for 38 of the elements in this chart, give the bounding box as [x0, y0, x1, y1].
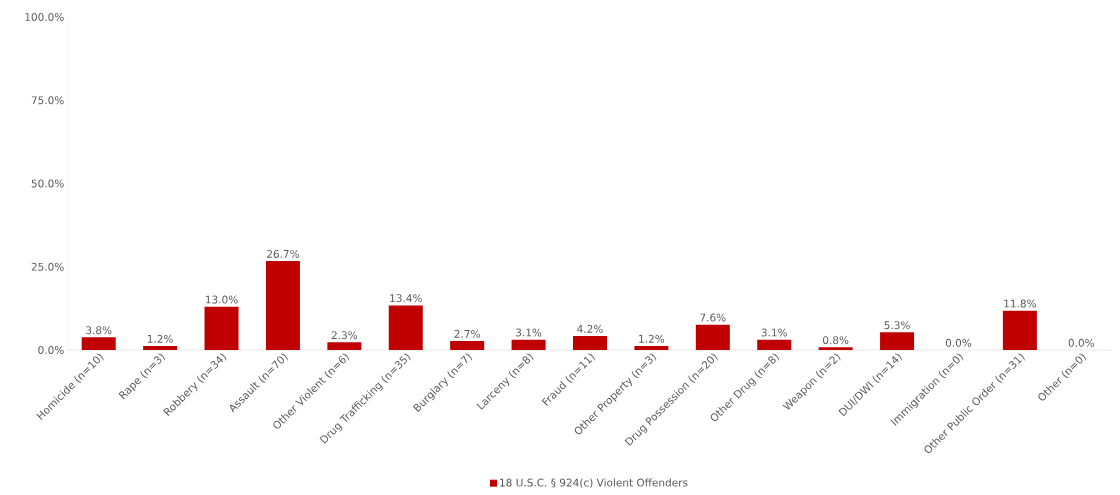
data-label: 7.6% [700, 313, 726, 322]
data-label: 1.2% [639, 334, 665, 343]
data-label: 0.0% [945, 338, 972, 347]
bar [327, 342, 362, 350]
data-label: 0.0% [1068, 338, 1095, 347]
data-label: 13.4% [390, 294, 422, 303]
data-label: 1.2% [147, 334, 173, 343]
data-label: 2.7% [454, 329, 480, 338]
bar [265, 261, 300, 350]
data-label: 11.8% [1004, 299, 1036, 308]
data-label: 5.3% [884, 321, 910, 330]
y-tick-label: 25.0% [31, 262, 64, 271]
y-tick-label: 50.0% [31, 179, 64, 188]
bar [81, 337, 116, 350]
bar [143, 346, 178, 350]
bar [695, 324, 730, 350]
y-tick-label: 75.0% [31, 96, 64, 105]
bar [450, 341, 485, 350]
data-label: 13.0% [206, 295, 238, 304]
bar [204, 306, 239, 350]
bar [1002, 310, 1037, 350]
data-label: 3.1% [516, 328, 542, 337]
data-label: 3.1% [761, 328, 787, 337]
bar [388, 305, 423, 350]
bar [818, 347, 853, 350]
bar [880, 332, 915, 350]
bar [757, 339, 792, 350]
bar [634, 346, 669, 350]
y-tick-label: 100.0% [25, 13, 64, 21]
data-label: 4.2% [577, 324, 603, 333]
data-label: 3.8% [86, 326, 112, 335]
data-label: 2.3% [331, 331, 358, 340]
y-tick-label: 0.0% [38, 346, 64, 354]
bar [511, 339, 546, 350]
data-label: 0.8% [822, 336, 849, 345]
data-label: 26.7% [267, 249, 300, 258]
legend-label: 18 U.S.C. § 924(c) Violent Offenders [500, 478, 688, 488]
bar [573, 336, 607, 350]
